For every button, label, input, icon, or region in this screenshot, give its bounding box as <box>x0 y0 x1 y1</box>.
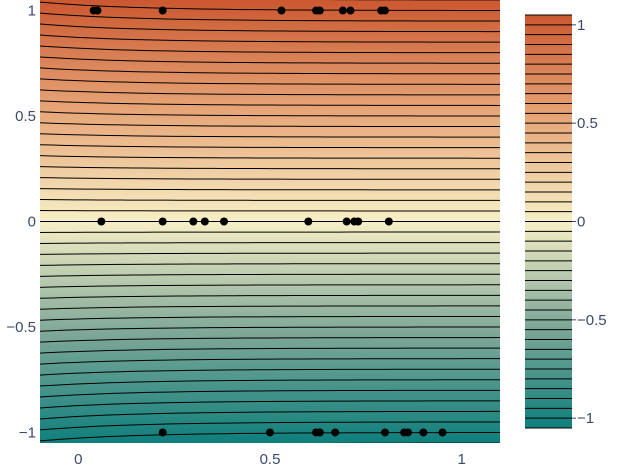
scatter-point <box>97 217 106 226</box>
y-tick-label: 0.5 <box>15 108 36 125</box>
y-tick-label: −1 <box>19 424 36 441</box>
contour-line <box>40 133 500 138</box>
scatter-point <box>419 428 428 437</box>
scatter-point <box>315 428 324 437</box>
colorbar-tick-label: 1 <box>577 17 585 34</box>
colorbar-tick-label: 0 <box>577 214 585 231</box>
contour-line <box>40 78 500 85</box>
colorbar-tick-label: −1 <box>577 410 594 427</box>
scatter-point <box>200 217 209 226</box>
contour-line <box>40 284 500 288</box>
scatter-point <box>381 6 389 15</box>
contour-line <box>40 379 500 387</box>
x-tick-label: 0 <box>74 451 82 468</box>
scatter-point <box>158 6 167 15</box>
scatter-point <box>438 428 447 437</box>
contour-line <box>40 400 500 409</box>
contour-lines <box>40 0 500 443</box>
scatter-point <box>220 217 228 226</box>
contour-line <box>40 315 500 321</box>
y-tick-label: −0.5 <box>6 319 36 336</box>
contour-line <box>40 273 500 277</box>
scatter-point <box>158 428 167 437</box>
contour-line <box>40 358 500 365</box>
contour-line <box>40 242 500 244</box>
colorbar-ticks: 1 0.5 0 −0.5 −1 <box>572 17 607 427</box>
contour-line <box>40 421 500 431</box>
contour-line <box>40 12 500 22</box>
colorbar-tick-label: −0.5 <box>577 312 607 329</box>
scatter-point <box>304 217 313 226</box>
contour-line <box>40 111 500 117</box>
scatter-point <box>384 217 393 226</box>
contour-line <box>40 337 500 343</box>
contour-line <box>40 188 500 191</box>
scatter-point <box>338 6 347 15</box>
contour-line <box>40 56 500 64</box>
scatter-point <box>354 217 363 226</box>
colorbar-level-lines <box>525 14 572 429</box>
colorbar-tick-label: 0.5 <box>577 115 598 132</box>
contour-line <box>40 326 500 332</box>
x-tick-label: 1 <box>457 451 465 468</box>
contour-line <box>40 100 500 106</box>
contour-line <box>40 294 500 299</box>
scatter-point <box>158 217 167 226</box>
scatter-point <box>342 217 351 226</box>
contour-line <box>40 263 500 266</box>
contour-line <box>40 177 500 180</box>
scatter-point <box>93 6 102 15</box>
x-axis-ticks: 0 0.5 1 <box>74 451 466 468</box>
scatter-points <box>89 6 447 437</box>
contour-line <box>40 368 500 376</box>
y-tick-label: 1 <box>28 3 36 20</box>
contour-line <box>40 389 500 398</box>
contour-line <box>40 1 500 11</box>
y-axis-ticks: 1 0.5 0 −0.5 −1 <box>6 3 36 442</box>
contour-line <box>40 45 500 54</box>
scatter-point <box>277 6 286 15</box>
y-tick-label: 0 <box>28 214 36 231</box>
contour-line <box>40 67 500 75</box>
contour-line <box>40 347 500 354</box>
scatter-point <box>346 6 355 15</box>
contour-line <box>40 252 500 255</box>
contour-line <box>40 122 500 128</box>
scatter-point <box>266 428 274 437</box>
scatter-point <box>315 6 324 15</box>
scatter-point <box>331 428 340 437</box>
x-tick-label: 0.5 <box>260 451 281 468</box>
contour-line <box>40 144 500 149</box>
scatter-point <box>381 428 389 437</box>
contour-line <box>40 199 500 201</box>
contour-line <box>40 166 500 170</box>
contour-line <box>40 23 500 33</box>
contour-line <box>40 410 500 420</box>
scatter-point <box>189 217 198 226</box>
contour-line <box>40 89 500 96</box>
contour-line <box>40 34 500 43</box>
contour-line <box>40 305 500 310</box>
scatter-point <box>404 428 412 437</box>
contour-line <box>40 155 500 159</box>
